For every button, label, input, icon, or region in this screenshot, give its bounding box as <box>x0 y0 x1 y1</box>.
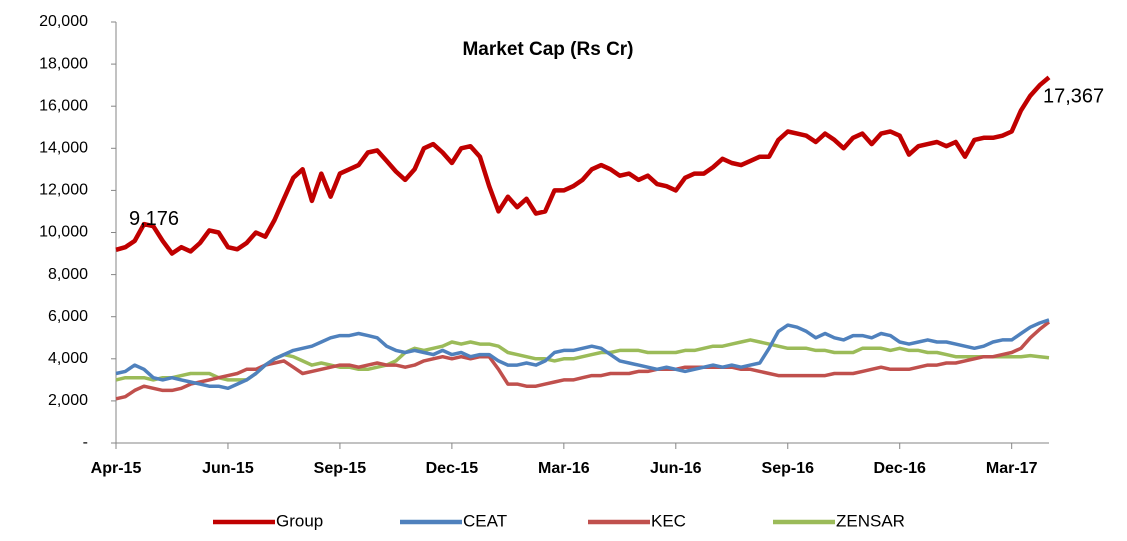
chart-title: Market Cap (Rs Cr) <box>462 39 633 60</box>
x-tick-label: Dec-15 <box>426 460 479 477</box>
x-tick-label: Mar-16 <box>538 460 590 477</box>
x-tick-label: Apr-15 <box>91 460 142 477</box>
legend-label: KEC <box>651 511 686 530</box>
line-series <box>115 320 1051 401</box>
y-tick-label: 12,000 <box>39 182 88 199</box>
y-tick-label: 2,000 <box>48 392 88 409</box>
y-tick-label: 10,000 <box>39 224 88 241</box>
y-tick-label: 18,000 <box>39 55 88 72</box>
line-series <box>115 318 1050 391</box>
y-tick-label: 16,000 <box>39 97 88 114</box>
x-tick-label: Sep-16 <box>762 460 815 477</box>
legend-label: ZENSAR <box>836 511 905 530</box>
y-tick-label: 6,000 <box>48 308 88 325</box>
legend-label: Group <box>276 511 323 530</box>
x-tick-label: Jun-16 <box>650 460 702 477</box>
data-label: 17,367 <box>1043 86 1104 108</box>
x-tick-label: Dec-16 <box>873 460 926 477</box>
x-tick-label: Jun-15 <box>202 460 254 477</box>
x-tick-label: Mar-17 <box>986 460 1038 477</box>
legend-label: CEAT <box>463 511 507 530</box>
y-tick-label: 4,000 <box>48 350 88 367</box>
y-tick-label: 8,000 <box>48 266 88 283</box>
line-series <box>115 75 1051 256</box>
y-tick-label: - <box>83 434 88 451</box>
y-tick-label: 14,000 <box>39 140 88 157</box>
data-label: 9,176 <box>129 208 179 230</box>
x-tick-label: Sep-15 <box>314 460 367 477</box>
y-tick-label: 20,000 <box>39 13 88 30</box>
